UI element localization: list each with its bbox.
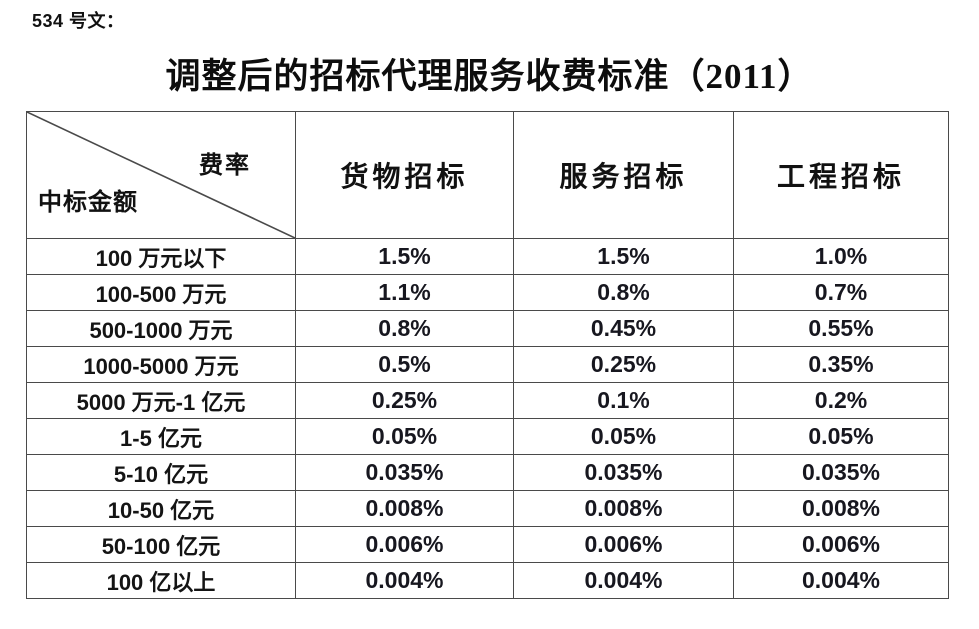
row-label-amount-range: 100-500 万元 [26, 274, 296, 311]
fee-rate-value: 0.008% [733, 490, 949, 527]
doc-number-label: 534 号文： [32, 11, 125, 31]
fee-rate-value: 1.5% [513, 238, 734, 275]
table-row: 500-1000 万元 0.8% 0.45% 0.55% [26, 310, 949, 347]
column-header-service-bidding: 服务招标 [513, 111, 734, 239]
table-header-row: 费率 中标金额 货物招标 服务招标 工程招标 [26, 111, 949, 239]
fee-rate-value: 0.008% [513, 490, 734, 527]
fee-rate-value: 0.035% [513, 454, 734, 491]
fee-rate-value: 1.0% [733, 238, 949, 275]
corner-label-rate: 费率 [199, 153, 251, 179]
table-row: 1000-5000 万元 0.5% 0.25% 0.35% [26, 346, 949, 383]
fee-rate-value: 0.35% [733, 346, 949, 383]
fee-rate-table: 费率 中标金额 货物招标 服务招标 工程招标 100 万元以下 1.5% 1.5% 1… [26, 111, 949, 599]
fee-rate-value: 0.004% [295, 562, 514, 599]
table-row: 100 亿以上 0.004% 0.004% 0.004% [26, 562, 949, 599]
table-row: 50-100 亿元 0.006% 0.006% 0.006% [26, 526, 949, 563]
row-label-amount-range: 5-10 亿元 [26, 454, 296, 491]
diagonal-divider-line [27, 112, 295, 238]
fee-rate-value: 0.8% [513, 274, 734, 311]
fee-rate-value: 0.25% [513, 346, 734, 383]
row-label-amount-range: 100 亿以上 [26, 562, 296, 599]
fee-rate-value: 0.006% [513, 526, 734, 563]
fee-rate-value: 0.004% [733, 562, 949, 599]
fee-rate-value: 0.004% [513, 562, 734, 599]
fee-rate-value: 0.05% [513, 418, 734, 455]
table-row: 10-50 亿元 0.008% 0.008% 0.008% [26, 490, 949, 527]
table-row: 100-500 万元 1.1% 0.8% 0.7% [26, 274, 949, 311]
page-title: 调整后的招标代理服务收费标准（2011） [165, 57, 814, 96]
row-label-amount-range: 500-1000 万元 [26, 310, 296, 347]
fee-rate-value: 0.008% [295, 490, 514, 527]
column-header-engineering-bidding: 工程招标 [733, 111, 949, 239]
fee-rate-value: 0.45% [513, 310, 734, 347]
row-label-amount-range: 5000 万元-1 亿元 [26, 382, 296, 419]
fee-rate-value: 0.1% [513, 382, 734, 419]
column-header-goods-bidding: 货物招标 [295, 111, 514, 239]
fee-rate-value: 0.8% [295, 310, 514, 347]
table-row: 5-10 亿元 0.035% 0.035% 0.035% [26, 454, 949, 491]
table-row: 100 万元以下 1.5% 1.5% 1.0% [26, 238, 949, 275]
row-label-amount-range: 10-50 亿元 [26, 490, 296, 527]
table-row: 1-5 亿元 0.05% 0.05% 0.05% [26, 418, 949, 455]
row-label-amount-range: 100 万元以下 [26, 238, 296, 275]
fee-rate-value: 0.05% [295, 418, 514, 455]
fee-rate-value: 1.1% [295, 274, 514, 311]
corner-header-cell: 费率 中标金额 [26, 111, 296, 239]
fee-rate-value: 0.05% [733, 418, 949, 455]
fee-rate-value: 1.5% [295, 238, 514, 275]
corner-label-bid-amount: 中标金额 [38, 190, 138, 216]
fee-rate-value: 0.035% [733, 454, 949, 491]
row-label-amount-range: 1-5 亿元 [26, 418, 296, 455]
table-row: 5000 万元-1 亿元 0.25% 0.1% 0.2% [26, 382, 949, 419]
row-label-amount-range: 1000-5000 万元 [26, 346, 296, 383]
fee-rate-value: 0.25% [295, 382, 514, 419]
fee-rate-value: 0.006% [295, 526, 514, 563]
fee-rate-value: 0.006% [733, 526, 949, 563]
fee-rate-value: 0.55% [733, 310, 949, 347]
fee-rate-value: 0.2% [733, 382, 949, 419]
fee-rate-value: 0.7% [733, 274, 949, 311]
fee-rate-value: 0.035% [295, 454, 514, 491]
fee-rate-value: 0.5% [295, 346, 514, 383]
row-label-amount-range: 50-100 亿元 [26, 526, 296, 563]
